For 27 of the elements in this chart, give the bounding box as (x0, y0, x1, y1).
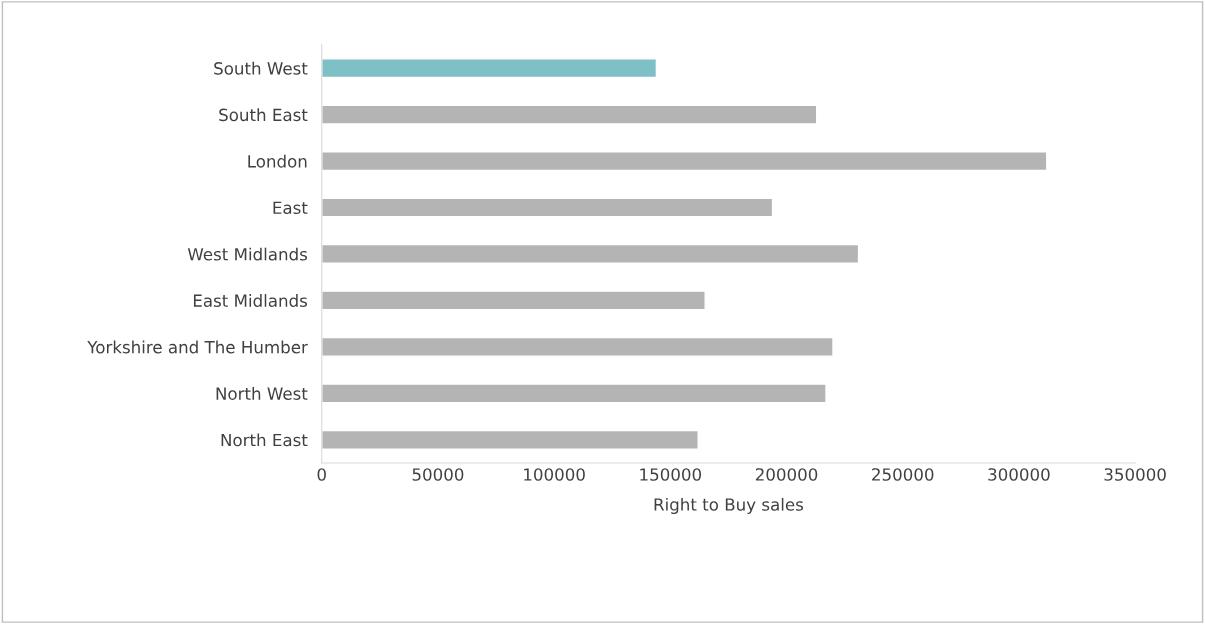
bar (321, 243, 860, 264)
x-tick-label: 150000 (640, 468, 702, 481)
x-tick-label: 300000 (988, 468, 1050, 481)
bar (321, 429, 699, 450)
bar (321, 151, 1048, 172)
y-tick-label: South West (214, 61, 308, 75)
bar (321, 197, 774, 218)
y-tick-label: London (248, 154, 307, 168)
x-tick-label: 200000 (755, 468, 818, 481)
y-tick-label: East (273, 201, 308, 215)
x-tick-label: 100000 (524, 468, 585, 481)
bar (321, 290, 706, 311)
bar (321, 383, 827, 404)
y-tick-label: South East (219, 108, 308, 122)
bar (321, 58, 658, 79)
y-tick-label: Yorkshire and The Humber (87, 340, 308, 354)
x-tick-label: 0 (317, 468, 326, 481)
bar (321, 336, 834, 357)
x-tick-label: 50000 (412, 468, 464, 481)
x-tick-label: 350000 (1104, 468, 1166, 481)
y-tick-label: East Midlands (193, 294, 308, 307)
bar (321, 104, 818, 125)
y-tick-label: West Midlands (187, 247, 308, 261)
x-tick-label: 250000 (872, 468, 934, 481)
x-axis-title: Right to Buy sales (654, 497, 804, 515)
y-tick-label: North East (221, 433, 308, 447)
y-tick-label: North West (216, 387, 308, 400)
